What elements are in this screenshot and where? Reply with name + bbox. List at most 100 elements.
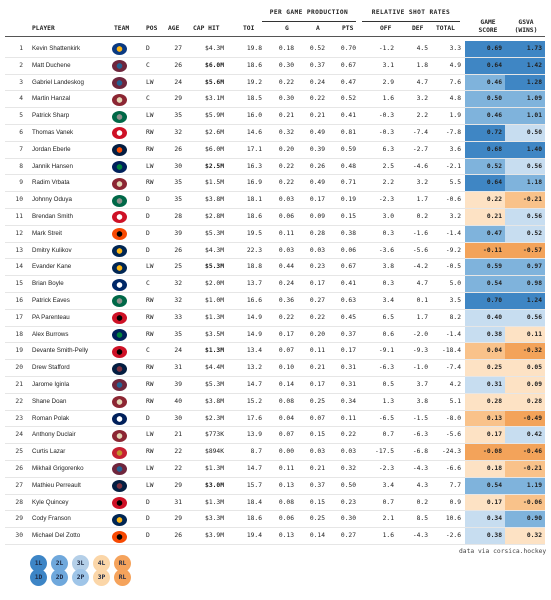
- gsva-wins: 0.09: [505, 377, 545, 394]
- assists-per-game: 0.37: [309, 61, 325, 69]
- table-row[interactable]: 6 Thomas Vanek RW 32 $2.6M 14.6 0.32 0.49 0.81 -0…: [5, 125, 545, 142]
- table-row[interactable]: 1 Kevin Shattenkirk D 27 $4.3M 19.8 0.18 0.52 0.…: [5, 41, 545, 58]
- legend-top-4l[interactable]: 4L: [93, 555, 110, 572]
- cap-hit: $6.0M: [205, 145, 224, 153]
- table-row[interactable]: 23 Roman Polak D 30 $2.3M 17.6 0.04 0.07 0.11 -6.…: [5, 410, 545, 428]
- def-shot-rate: -1.0: [412, 364, 428, 372]
- gsva-wins: 0.56: [505, 209, 545, 226]
- position: D: [146, 515, 150, 523]
- column-header-off[interactable]: OFF: [380, 25, 392, 32]
- table-row[interactable]: 3 Gabriel Landeskog LW 24 $5.6M 19.2 0.22 0.24 0…: [5, 74, 545, 92]
- cap-hit: $1.3M: [205, 347, 224, 355]
- table-row[interactable]: 29 Cody Franson D 29 $3.3M 18.6 0.06 0.25 0.30 2.…: [5, 511, 545, 529]
- table-row[interactable]: 18 Alex Burrows RW 35 $3.5M 14.9 0.17 0.20 0.37 0…: [5, 326, 545, 344]
- row-divider: [5, 56, 545, 58]
- cap-hit: $3.1M: [205, 95, 224, 103]
- table-row[interactable]: 4 Martin Hanzal C 29 $3.1M 18.5 0.30 0.22 0.52 1.…: [5, 91, 545, 109]
- table-row[interactable]: 30 Michael Del Zotto D 26 $3.9M 19.4 0.13 0.14 0…: [5, 528, 545, 545]
- time-on-ice: 18.6: [246, 213, 262, 220]
- column-header-player[interactable]: PLAYER: [32, 25, 55, 32]
- table-row[interactable]: 2 Matt Duchene C 26 $6.0M 18.6 0.30 0.37 0.67 3.1…: [5, 57, 545, 75]
- time-on-ice: 14.9: [246, 313, 262, 321]
- row-rank: 21: [15, 381, 23, 388]
- legend-top-rl[interactable]: RL: [114, 555, 131, 572]
- column-header-cap-hit[interactable]: CAP HIT: [193, 25, 220, 32]
- time-on-ice: 17.1: [246, 145, 262, 153]
- table-row[interactable]: 13 Dmitry Kulikov D 26 $4.3M 22.3 0.03 0.03 0.06…: [5, 242, 545, 260]
- column-header-toi[interactable]: TOI: [243, 25, 255, 32]
- column-header-g[interactable]: G: [285, 25, 289, 32]
- legend-bottom-2p[interactable]: 2P: [72, 569, 89, 586]
- time-on-ice: 18.6: [246, 515, 262, 523]
- position: RW: [146, 297, 154, 304]
- game-score: 0.25: [465, 360, 505, 377]
- row-rank: 11: [15, 213, 23, 220]
- goals-per-game: 0.18: [278, 45, 294, 52]
- table-row[interactable]: 17 PA Parenteau RW 33 $1.3M 14.9 0.22 0.22 0.45 6…: [5, 309, 545, 327]
- off-shot-rate: 2.1: [382, 515, 394, 523]
- legend-top-1l[interactable]: 1L: [30, 555, 47, 572]
- column-header-age[interactable]: AGE: [168, 25, 180, 32]
- game-score: 0.46: [465, 108, 505, 125]
- table-row[interactable]: 9 Radim Vrbata RW 35 $1.5M 16.9 0.22 0.49 0.71 2.…: [5, 175, 545, 193]
- column-header-gsva[interactable]: GSVA (WINS): [506, 19, 546, 37]
- table-row[interactable]: 11 Brendan Smith D 28 $2.8M 18.6 0.06 0.09 0.15 3…: [5, 209, 545, 226]
- table-row[interactable]: 28 Kyle Quincey D 31 $1.3M 18.4 0.08 0.15 0.23 0.…: [5, 494, 545, 512]
- def-shot-rate: 4.7: [416, 280, 428, 288]
- column-header-game-score[interactable]: GAME SCORE: [468, 19, 508, 37]
- age: 27: [174, 45, 182, 52]
- points-per-game: 0.45: [340, 313, 356, 321]
- table-row[interactable]: 5 Patrick Sharp LW 35 $5.9M 16.0 0.21 0.21 0.41 -…: [5, 108, 545, 125]
- row-divider: [5, 325, 545, 327]
- time-on-ice: 8.7: [250, 448, 262, 456]
- column-header-pts[interactable]: PTS: [342, 25, 354, 32]
- table-row[interactable]: 22 Shane Doan RW 40 $3.8M 15.2 0.08 0.25 0.34 1.3…: [5, 393, 545, 411]
- table-row[interactable]: 26 Mikhail Grigorenko LW 22 $1.3M 14.7 0.11 0.2…: [5, 461, 545, 478]
- table-row[interactable]: 21 Jarome Iginla RW 39 $5.3M 14.7 0.14 0.17 0.31…: [5, 377, 545, 394]
- game-score: 0.34: [465, 511, 505, 529]
- table-row[interactable]: 15 Brian Boyle C 32 $2.0M 13.7 0.24 0.17 0.41 0.3…: [5, 276, 545, 293]
- player-name: Devante Smith-Pelly: [32, 347, 89, 355]
- total-shot-rate: 3.6: [449, 145, 461, 153]
- column-header-total[interactable]: TOTAL: [436, 25, 455, 32]
- legend-bottom-1d[interactable]: 1D: [30, 569, 47, 586]
- row-rank: 13: [15, 246, 23, 254]
- game-score: 0.13: [465, 410, 505, 428]
- table-row[interactable]: 16 Patrick Eaves RW 32 $1.0M 16.6 0.36 0.27 0.63…: [5, 293, 545, 310]
- table-row[interactable]: 10 Johnny Oduya D 35 $3.8M 18.1 0.03 0.17 0.19 -2…: [5, 192, 545, 209]
- legend-bottom-2d[interactable]: 2D: [51, 569, 68, 586]
- legend-bottom-rl[interactable]: RL: [114, 569, 131, 586]
- table-row[interactable]: 25 Curtis Lazar RW 22 $894K 8.7 0.00 0.03 0.03 -1…: [5, 444, 545, 461]
- column-header-a[interactable]: A: [316, 25, 320, 32]
- column-header-def[interactable]: DEF: [412, 25, 424, 32]
- table-row[interactable]: 24 Anthony Duclair LW 21 $773K 13.9 0.07 0.15 0.…: [5, 427, 545, 445]
- age: 35: [174, 179, 182, 187]
- game-score: 0.18: [465, 461, 505, 478]
- column-header-pos[interactable]: POS: [146, 25, 158, 32]
- total-shot-rate: 0.9: [449, 498, 461, 506]
- table-row[interactable]: 20 Drew Stafford RW 31 $4.4M 13.2 0.10 0.21 0.31…: [5, 360, 545, 377]
- cap-hit: $2.3M: [205, 414, 224, 422]
- column-header-game-score-line1: GAME: [480, 19, 496, 26]
- time-on-ice: 16.6: [246, 297, 262, 304]
- age: 26: [174, 61, 182, 69]
- table-row[interactable]: 12 Mark Streit D 39 $5.3M 19.5 0.11 0.28 0.38 0.3…: [5, 225, 545, 243]
- table-row[interactable]: 8 Jannik Hansen LW 30 $2.5M 16.3 0.22 0.26 0.48 2…: [5, 158, 545, 176]
- player-name: Thomas Vanek: [32, 129, 74, 136]
- game-score: 0.64: [465, 175, 505, 193]
- off-shot-rate: 2.9: [382, 78, 394, 86]
- table-row[interactable]: 27 Mathieu Perreault LW 29 $3.0M 15.7 0.13 0.37…: [5, 477, 545, 495]
- table-row[interactable]: 7 Jordan Eberle RW 26 $6.0M 17.1 0.20 0.39 0.59 6…: [5, 141, 545, 159]
- legend-bottom-3p[interactable]: 3P: [93, 569, 110, 586]
- goals-per-game: 0.20: [278, 145, 294, 153]
- legend-top-2l[interactable]: 2L: [51, 555, 68, 572]
- game-score: -0.11: [465, 242, 505, 260]
- devils-logo: [112, 312, 127, 325]
- column-header-team[interactable]: TEAM: [114, 25, 130, 32]
- points-per-game: 0.37: [340, 330, 356, 338]
- legend-top-3l[interactable]: 3L: [72, 555, 89, 572]
- row-divider: [5, 107, 545, 109]
- table-row[interactable]: 19 Devante Smith-Pelly C 24 $1.3M 13.4 0.07 0.1…: [5, 343, 545, 361]
- off-shot-rate: -1.2: [378, 45, 394, 52]
- table-row[interactable]: 14 Evander Kane LW 25 $5.3M 18.8 0.44 0.23 0.67 3…: [5, 259, 545, 277]
